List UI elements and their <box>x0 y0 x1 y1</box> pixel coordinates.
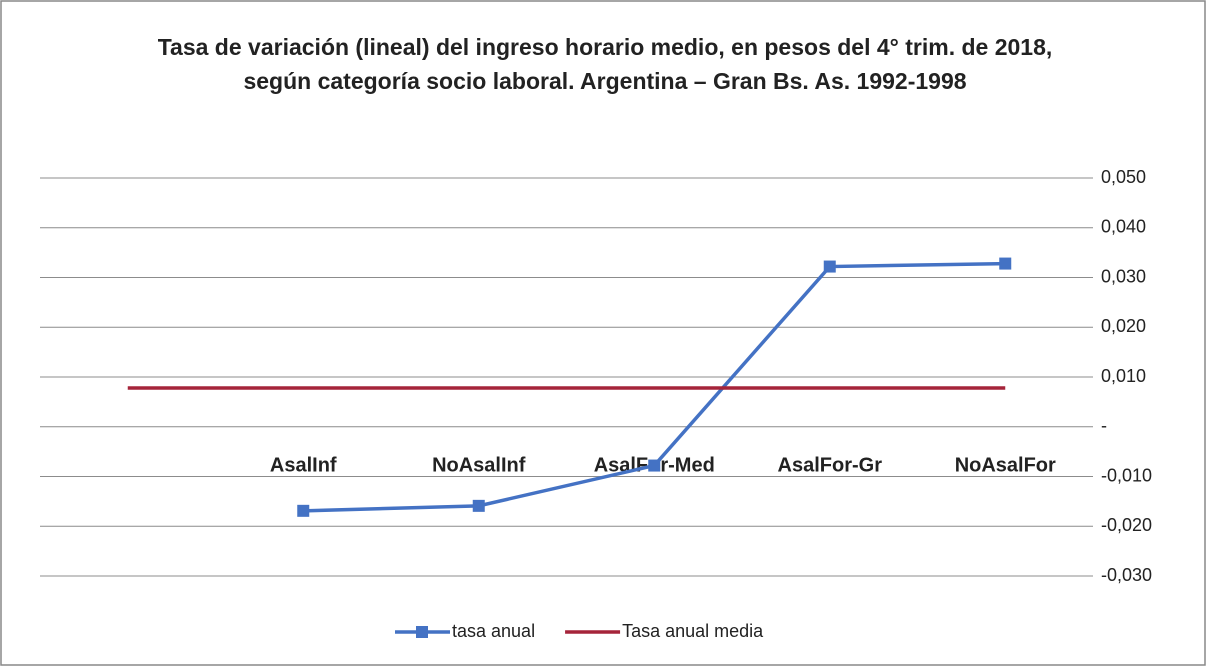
y-tick-label: 0,040 <box>1101 217 1146 237</box>
y-tick-label: -0,010 <box>1101 465 1152 485</box>
y-tick-label: 0,050 <box>1101 167 1146 187</box>
y-tick-label: 0,020 <box>1101 316 1146 336</box>
legend-marker <box>416 626 428 638</box>
marker <box>297 504 310 517</box>
marker <box>999 257 1012 270</box>
chart-title: Tasa de variación (lineal) del ingreso h… <box>157 34 1053 94</box>
marker <box>823 260 836 273</box>
legend-label: Tasa anual media <box>622 621 764 641</box>
x-tick-label: AsalFor-Gr <box>778 454 883 476</box>
y-tick-label: 0,010 <box>1101 366 1146 386</box>
y-tick-label: 0,030 <box>1101 266 1146 286</box>
y-tick-label: -0,020 <box>1101 515 1152 535</box>
marker <box>472 499 485 512</box>
x-tick-label: NoAsalInf <box>432 454 526 476</box>
marker <box>648 459 661 472</box>
legend-label: tasa anual <box>452 621 535 641</box>
y-tick-label: -0,030 <box>1101 565 1152 585</box>
y-tick-label: - <box>1101 416 1107 436</box>
x-tick-label: NoAsalFor <box>955 454 1056 476</box>
x-tick-label: AsalInf <box>270 454 337 476</box>
